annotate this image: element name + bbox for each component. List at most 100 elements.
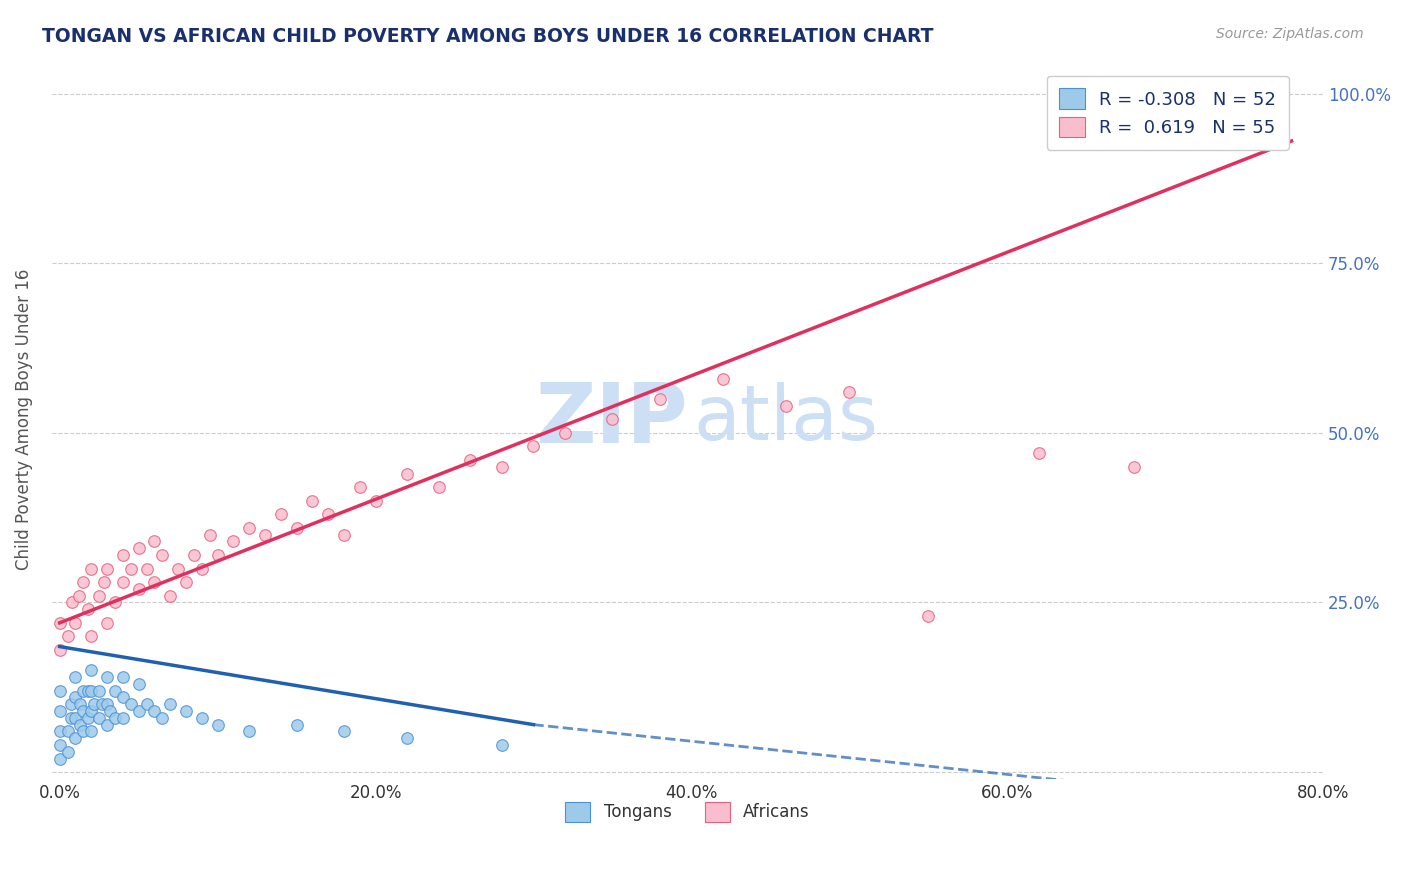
Point bbox=[67, 589, 90, 603]
Point bbox=[135, 698, 157, 712]
Point bbox=[648, 392, 671, 406]
Point bbox=[98, 704, 121, 718]
Point bbox=[96, 717, 118, 731]
Point bbox=[104, 683, 127, 698]
Point bbox=[602, 412, 624, 426]
Point bbox=[333, 724, 356, 739]
Point bbox=[458, 453, 481, 467]
Point bbox=[59, 698, 82, 712]
Point bbox=[96, 615, 118, 630]
Point bbox=[77, 711, 100, 725]
Point bbox=[167, 561, 190, 575]
Point bbox=[120, 561, 142, 575]
Point bbox=[69, 698, 91, 712]
Point bbox=[65, 690, 87, 705]
Point bbox=[191, 561, 214, 575]
Point bbox=[89, 589, 111, 603]
Point bbox=[48, 704, 70, 718]
Point bbox=[56, 629, 79, 643]
Point bbox=[775, 399, 797, 413]
Point bbox=[72, 724, 94, 739]
Point bbox=[128, 582, 150, 596]
Point bbox=[270, 508, 292, 522]
Point bbox=[285, 521, 308, 535]
Point bbox=[150, 548, 173, 562]
Point bbox=[56, 724, 79, 739]
Point bbox=[104, 711, 127, 725]
Point bbox=[143, 575, 166, 590]
Point bbox=[91, 698, 114, 712]
Point bbox=[207, 548, 229, 562]
Point bbox=[60, 595, 83, 609]
Point bbox=[364, 493, 387, 508]
Point bbox=[238, 724, 260, 739]
Point bbox=[128, 541, 150, 556]
Point bbox=[48, 615, 70, 630]
Point bbox=[59, 711, 82, 725]
Point bbox=[111, 690, 134, 705]
Point bbox=[522, 439, 544, 453]
Point bbox=[72, 575, 94, 590]
Point bbox=[111, 575, 134, 590]
Point bbox=[427, 480, 450, 494]
Point bbox=[159, 698, 181, 712]
Point bbox=[396, 467, 419, 481]
Text: atlas: atlas bbox=[693, 383, 879, 457]
Point bbox=[89, 711, 111, 725]
Point bbox=[128, 677, 150, 691]
Point bbox=[83, 698, 105, 712]
Point bbox=[48, 683, 70, 698]
Point bbox=[48, 751, 70, 765]
Point bbox=[174, 575, 197, 590]
Point bbox=[48, 724, 70, 739]
Point bbox=[111, 548, 134, 562]
Point bbox=[77, 602, 100, 616]
Point bbox=[48, 738, 70, 752]
Point bbox=[104, 595, 127, 609]
Point bbox=[65, 615, 87, 630]
Point bbox=[191, 711, 214, 725]
Point bbox=[1122, 459, 1144, 474]
Text: Source: ZipAtlas.com: Source: ZipAtlas.com bbox=[1216, 27, 1364, 41]
Point bbox=[128, 704, 150, 718]
Point bbox=[72, 683, 94, 698]
Point bbox=[159, 589, 181, 603]
Point bbox=[207, 717, 229, 731]
Text: ZIP: ZIP bbox=[534, 379, 688, 459]
Point bbox=[349, 480, 371, 494]
Point bbox=[143, 534, 166, 549]
Point bbox=[491, 738, 513, 752]
Point bbox=[96, 561, 118, 575]
Point bbox=[77, 683, 100, 698]
Point bbox=[96, 698, 118, 712]
Point bbox=[150, 711, 173, 725]
Point bbox=[222, 534, 245, 549]
Point bbox=[80, 683, 103, 698]
Point bbox=[80, 561, 103, 575]
Point bbox=[56, 745, 79, 759]
Point bbox=[89, 683, 111, 698]
Legend: Tongans, Africans: Tongans, Africans bbox=[553, 789, 823, 835]
Text: TONGAN VS AFRICAN CHILD POVERTY AMONG BOYS UNDER 16 CORRELATION CHART: TONGAN VS AFRICAN CHILD POVERTY AMONG BO… bbox=[42, 27, 934, 45]
Point bbox=[120, 698, 142, 712]
Point bbox=[65, 670, 87, 684]
Point bbox=[111, 711, 134, 725]
Point bbox=[917, 609, 939, 624]
Point bbox=[491, 459, 513, 474]
Y-axis label: Child Poverty Among Boys Under 16: Child Poverty Among Boys Under 16 bbox=[15, 268, 32, 570]
Point bbox=[198, 527, 221, 541]
Point bbox=[285, 717, 308, 731]
Point bbox=[183, 548, 205, 562]
Point bbox=[72, 704, 94, 718]
Point bbox=[333, 527, 356, 541]
Point bbox=[301, 493, 323, 508]
Point bbox=[65, 711, 87, 725]
Point bbox=[80, 664, 103, 678]
Point bbox=[69, 717, 91, 731]
Point bbox=[93, 575, 115, 590]
Point bbox=[80, 724, 103, 739]
Point bbox=[80, 704, 103, 718]
Point bbox=[554, 425, 576, 440]
Point bbox=[48, 643, 70, 657]
Point bbox=[174, 704, 197, 718]
